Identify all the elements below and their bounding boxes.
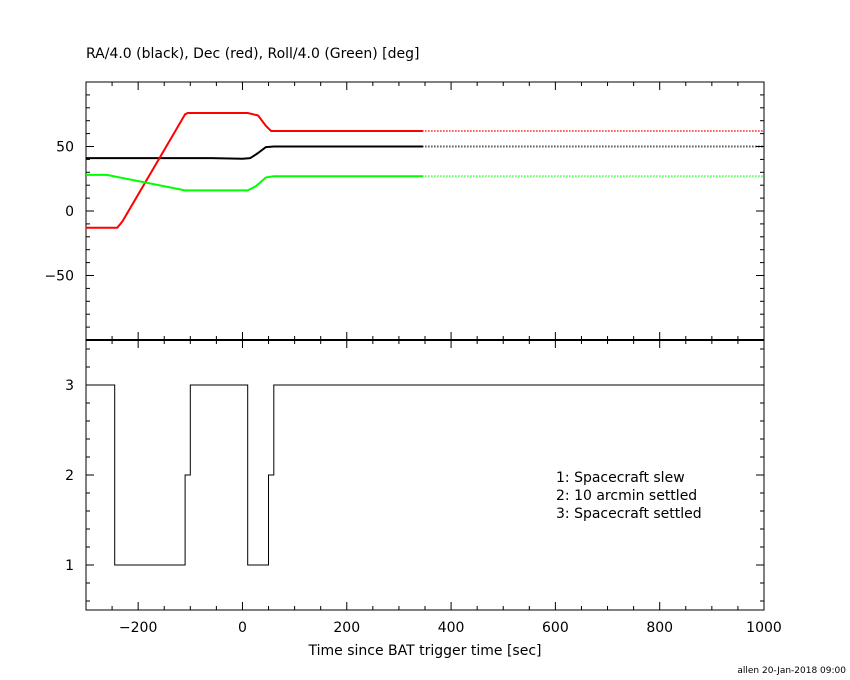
- status-legend-settled: 3: Spacecraft settled: [556, 506, 702, 522]
- y-tick-label: 1: [65, 558, 74, 574]
- attitude-panel: −50 0 50: [44, 81, 765, 341]
- plot-frame: [85, 81, 765, 341]
- series-line-0: [86, 145, 423, 160]
- x-tick-label: 1000: [746, 620, 782, 636]
- status-legend-slew: 1: Spacecraft slew: [556, 470, 685, 486]
- x-axis-label: Time since BAT trigger time [sec]: [308, 643, 542, 659]
- settling-status-panel: 1 2 3 −200 0 200 400 600 800 1000: [65, 339, 782, 636]
- x-tick-label: 800: [646, 620, 673, 636]
- chart-title: RA/4.0 (black), Dec (red), Roll/4.0 (Gre…: [86, 46, 419, 62]
- status-step-line: [86, 384, 764, 566]
- status-legend-10arcmin: 2: 10 arcmin settled: [556, 488, 697, 504]
- y-tick-label: −50: [44, 269, 74, 285]
- x-tick-label: 0: [238, 620, 247, 636]
- x-tick-label: 200: [333, 620, 360, 636]
- x-tick-label: 600: [542, 620, 569, 636]
- series-line-1: [86, 112, 423, 229]
- x-tick-label: 400: [438, 620, 465, 636]
- x-tick-label: −200: [119, 620, 157, 636]
- y-tick-label: 3: [65, 378, 74, 394]
- series-line-2: [86, 173, 423, 192]
- y-tick-label: 2: [65, 468, 74, 484]
- y-tick-label: 50: [56, 140, 74, 156]
- footer-credit: allen 20-Jan-2018 09:00: [737, 666, 846, 676]
- y-tick-label: 0: [65, 204, 74, 220]
